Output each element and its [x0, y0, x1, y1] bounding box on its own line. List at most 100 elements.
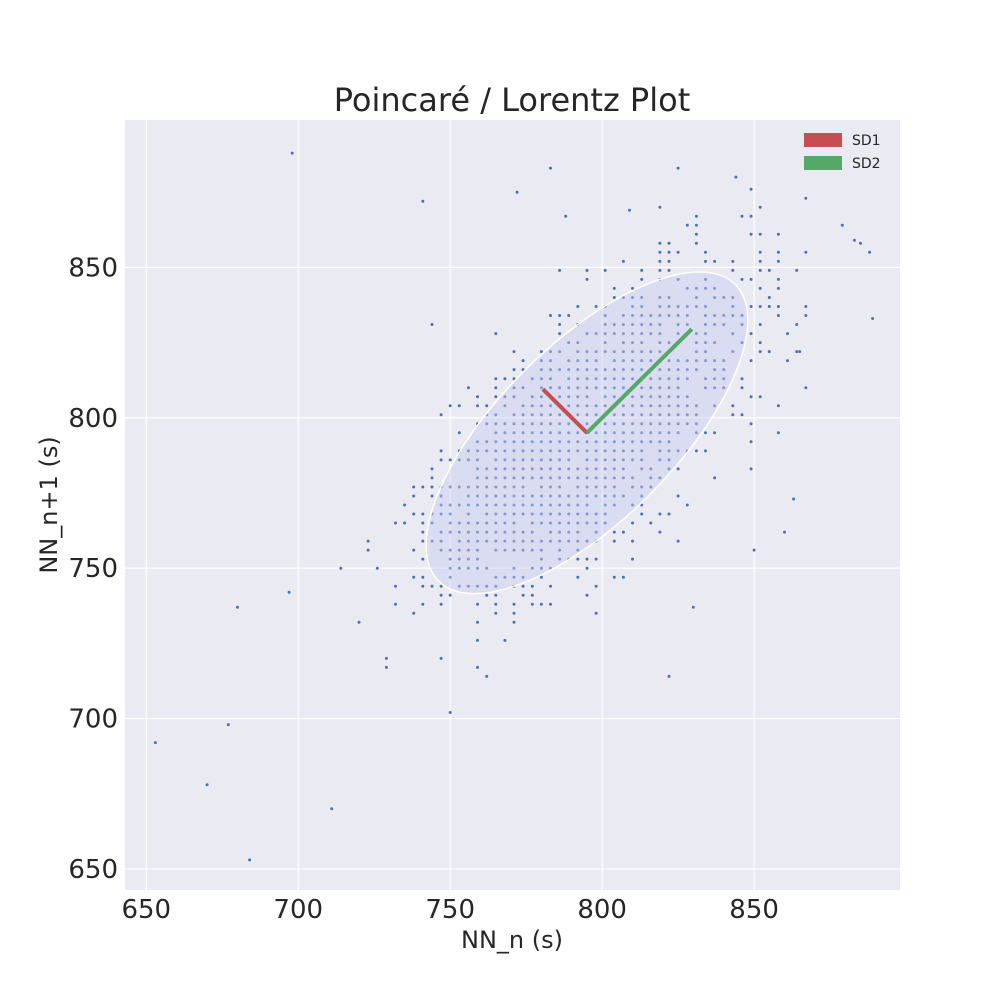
- data-point: [658, 431, 662, 435]
- data-point: [530, 377, 534, 381]
- data-point: [430, 539, 434, 543]
- data-point: [521, 449, 525, 453]
- data-point: [539, 395, 543, 399]
- data-point: [640, 323, 644, 326]
- data-point: [485, 674, 489, 678]
- data-point: [521, 539, 525, 543]
- data-point: [494, 467, 498, 471]
- data-point: [549, 521, 552, 525]
- data-point: [621, 404, 625, 408]
- data-point: [485, 593, 489, 597]
- data-point: [576, 467, 580, 471]
- data-point: [749, 187, 753, 191]
- y-tick-label: 650: [68, 855, 118, 885]
- data-point: [567, 314, 571, 317]
- data-point: [667, 431, 671, 435]
- data-point: [640, 368, 644, 372]
- data-point: [448, 485, 452, 489]
- data-point: [676, 494, 680, 498]
- data-point: [567, 341, 571, 345]
- data-point: [667, 314, 671, 317]
- data-point: [503, 530, 507, 534]
- data-point: [658, 458, 662, 462]
- data-point: [248, 858, 252, 862]
- data-point: [539, 431, 543, 435]
- data-point: [503, 440, 507, 444]
- data-point: [621, 377, 625, 381]
- data-point: [558, 323, 562, 326]
- data-point: [740, 386, 744, 390]
- data-point: [631, 314, 634, 317]
- data-point: [676, 422, 680, 426]
- data-point: [236, 605, 239, 609]
- data-point: [521, 512, 525, 516]
- data-point: [585, 386, 589, 390]
- data-point: [494, 494, 498, 498]
- data-point: [749, 332, 753, 336]
- data-point: [594, 350, 598, 354]
- data-point: [512, 431, 516, 435]
- data-point: [394, 521, 397, 525]
- data-point: [667, 268, 671, 272]
- data-point: [476, 485, 479, 489]
- data-point: [530, 512, 534, 516]
- data-point: [594, 521, 598, 525]
- data-point: [649, 476, 653, 480]
- data-point: [658, 440, 662, 444]
- data-point: [466, 584, 470, 588]
- data-point: [594, 332, 598, 336]
- data-point: [795, 323, 799, 326]
- data-point: [494, 611, 498, 615]
- data-point: [448, 593, 452, 597]
- sd2-segment: [585, 327, 694, 435]
- data-point: [758, 259, 762, 263]
- data-point: [685, 223, 689, 227]
- data-point: [503, 467, 507, 471]
- data-point: [704, 449, 707, 453]
- data-point: [512, 467, 516, 471]
- data-point: [366, 539, 370, 543]
- data-point: [226, 723, 230, 727]
- data-point: [694, 422, 698, 426]
- data-point: [640, 305, 644, 308]
- data-point: [512, 566, 516, 570]
- data-point: [448, 557, 452, 561]
- data-point: [503, 431, 507, 435]
- data-point: [731, 350, 735, 354]
- data-point: [612, 323, 616, 326]
- data-point: [713, 377, 717, 381]
- data-point: [576, 431, 580, 435]
- data-point: [758, 350, 762, 354]
- data-point: [567, 368, 571, 372]
- data-point: [421, 512, 425, 516]
- data-point: [576, 350, 580, 354]
- data-point: [594, 458, 598, 462]
- data-point: [576, 503, 580, 507]
- data-point: [287, 590, 291, 594]
- data-point: [549, 440, 552, 444]
- data-point: [594, 377, 598, 381]
- data-point: [457, 521, 461, 525]
- data-point: [685, 286, 689, 290]
- data-point: [521, 422, 525, 426]
- data-point: [503, 503, 507, 507]
- data-point: [640, 467, 644, 471]
- data-point: [694, 368, 698, 372]
- y-tick-label: 850: [68, 253, 118, 283]
- data-point: [676, 359, 680, 363]
- data-point: [521, 359, 525, 363]
- data-point: [494, 476, 498, 480]
- data-point: [713, 341, 717, 345]
- data-point: [549, 539, 552, 543]
- data-point: [512, 620, 516, 624]
- data-point: [621, 530, 625, 534]
- data-point: [539, 368, 543, 372]
- data-point: [631, 422, 634, 426]
- data-point: [603, 494, 607, 498]
- data-point: [758, 323, 762, 326]
- data-point: [603, 395, 607, 399]
- data-point: [494, 521, 498, 525]
- data-point: [567, 476, 571, 480]
- data-point: [740, 341, 744, 345]
- data-point: [576, 395, 580, 399]
